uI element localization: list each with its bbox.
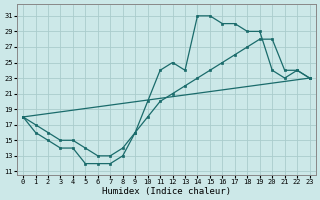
X-axis label: Humidex (Indice chaleur): Humidex (Indice chaleur) <box>102 187 231 196</box>
